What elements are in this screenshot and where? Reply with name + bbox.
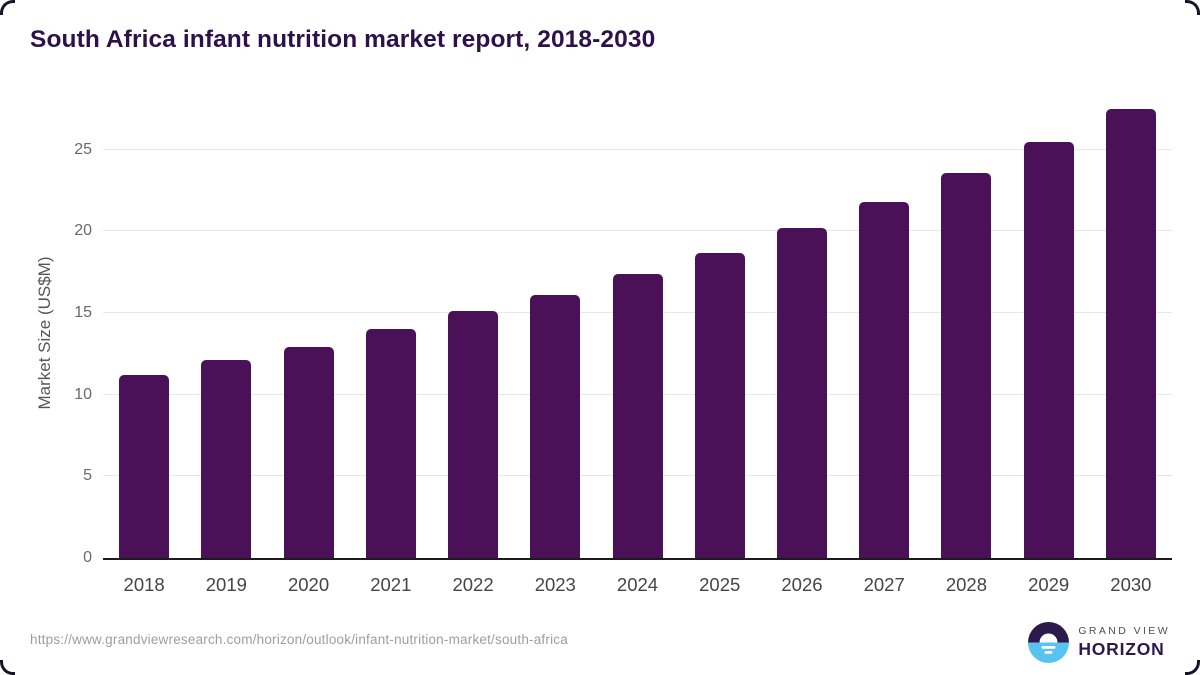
logo-horizon-label: HORIZON <box>1078 639 1165 659</box>
x-tick-label-2026: 2026 <box>781 574 823 595</box>
bar-2025 <box>694 252 745 558</box>
rounded-corner-top-right <box>1185 0 1200 15</box>
y-tick-label-15: 15 <box>74 304 92 322</box>
grand-view-horizon-logo: GRAND VIEW HORIZON <box>1028 622 1170 663</box>
y-tick-label-25: 25 <box>74 140 92 158</box>
chart-title: South Africa infant nutrition market rep… <box>30 26 656 53</box>
rounded-corner-bottom-left <box>0 660 15 675</box>
y-tick-label-0: 0 <box>83 549 92 566</box>
bar-2027 <box>859 202 910 558</box>
logo-grand-view-label: GRAND VIEW <box>1078 625 1170 637</box>
y-tick-label-20: 20 <box>74 222 92 240</box>
horizon-sunrise-icon <box>1028 622 1070 663</box>
bar-2024 <box>612 273 663 558</box>
bar-2028 <box>941 172 992 558</box>
bar-2018 <box>119 375 170 558</box>
rounded-corner-top-left <box>0 0 15 15</box>
bar-2029 <box>1023 141 1074 558</box>
rounded-corner-bottom-right <box>1185 660 1200 675</box>
bar-2022 <box>448 311 499 558</box>
x-tick-label-2021: 2021 <box>370 574 412 595</box>
x-tick-label-2018: 2018 <box>123 574 165 595</box>
bar-2026 <box>776 228 827 558</box>
source-url: https://www.grandviewresearch.com/horizo… <box>30 632 568 647</box>
bar-2021 <box>365 329 416 558</box>
y-tick-label-10: 10 <box>74 385 92 403</box>
x-tick-label-2020: 2020 <box>287 574 330 595</box>
y-tick-label-5: 5 <box>83 467 92 485</box>
bar-2023 <box>530 295 581 558</box>
logo-wordmark: GRAND VIEW HORIZON <box>1078 625 1170 660</box>
x-tick-label-2025: 2025 <box>699 574 741 595</box>
x-tick-label-2019: 2019 <box>205 574 247 595</box>
x-tick-label-2028: 2028 <box>945 574 987 595</box>
x-tick-label-2023: 2023 <box>534 574 576 595</box>
gridline-25 <box>103 148 1172 150</box>
bar-chart-plot-area: 0 5 10 15 20 25 2018 2019 2020 2021 2022 2023 2024 20… <box>74 106 1172 595</box>
bar-2030 <box>1105 108 1156 558</box>
bar-2020 <box>283 347 334 558</box>
x-tick-label-2030: 2030 <box>1110 574 1152 595</box>
x-tick-label-2027: 2027 <box>863 574 905 595</box>
bar-2019 <box>201 360 252 558</box>
gridline-20 <box>103 230 1172 232</box>
x-tick-label-2022: 2022 <box>452 574 494 595</box>
x-tick-label-2024: 2024 <box>616 574 659 595</box>
x-tick-label-2029: 2029 <box>1028 574 1070 595</box>
